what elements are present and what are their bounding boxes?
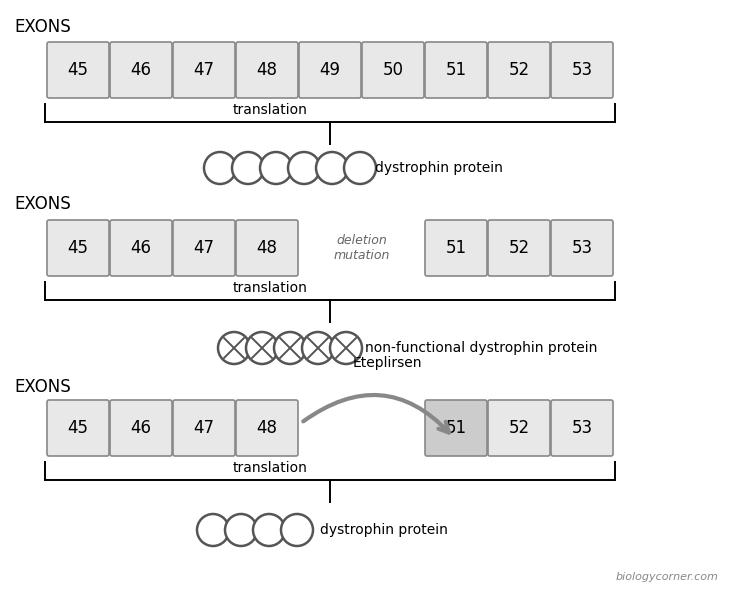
Text: 48: 48 [256,61,277,79]
Text: 45: 45 [67,61,89,79]
Text: biologycorner.com: biologycorner.com [615,572,718,582]
Text: 47: 47 [193,61,214,79]
Text: 46: 46 [130,239,152,257]
Text: 53: 53 [572,61,593,79]
FancyBboxPatch shape [299,42,361,98]
FancyBboxPatch shape [425,400,487,456]
FancyBboxPatch shape [110,42,172,98]
Text: translation: translation [233,103,307,117]
Text: 47: 47 [193,419,214,437]
Text: 45: 45 [67,239,89,257]
Text: dystrophin protein: dystrophin protein [320,523,448,537]
Circle shape [260,152,292,184]
Text: 48: 48 [256,419,277,437]
FancyBboxPatch shape [488,42,550,98]
Circle shape [274,332,306,364]
Text: 48: 48 [256,239,277,257]
FancyBboxPatch shape [236,220,298,276]
Text: 50: 50 [383,61,403,79]
Circle shape [225,514,257,546]
Circle shape [246,332,278,364]
FancyBboxPatch shape [173,220,235,276]
Circle shape [288,152,320,184]
FancyBboxPatch shape [425,42,487,98]
Text: EXONS: EXONS [14,378,71,396]
Text: 52: 52 [509,61,529,79]
Circle shape [302,332,334,364]
Circle shape [197,514,229,546]
FancyBboxPatch shape [425,220,487,276]
Text: 47: 47 [193,239,214,257]
Text: 51: 51 [446,239,466,257]
FancyBboxPatch shape [236,400,298,456]
Text: deletion
mutation: deletion mutation [333,234,389,262]
Text: 51: 51 [446,61,466,79]
Text: 51: 51 [446,419,466,437]
Text: 46: 46 [130,61,152,79]
FancyBboxPatch shape [551,400,613,456]
Circle shape [218,332,250,364]
FancyBboxPatch shape [173,400,235,456]
FancyBboxPatch shape [110,220,172,276]
FancyBboxPatch shape [173,42,235,98]
Text: EXONS: EXONS [14,195,71,213]
Text: 46: 46 [130,419,152,437]
Circle shape [316,152,348,184]
Text: non-functional dystrophin protein: non-functional dystrophin protein [365,341,597,355]
Circle shape [344,152,376,184]
Text: 53: 53 [572,239,593,257]
Circle shape [253,514,285,546]
FancyBboxPatch shape [362,42,424,98]
Text: 53: 53 [572,419,593,437]
FancyBboxPatch shape [47,220,109,276]
FancyBboxPatch shape [551,42,613,98]
FancyBboxPatch shape [110,400,172,456]
Text: 52: 52 [509,239,529,257]
Circle shape [281,514,313,546]
FancyBboxPatch shape [47,400,109,456]
Circle shape [330,332,362,364]
FancyBboxPatch shape [551,220,613,276]
FancyBboxPatch shape [488,220,550,276]
Text: 52: 52 [509,419,529,437]
Text: dystrophin protein: dystrophin protein [375,161,503,175]
Text: 45: 45 [67,419,89,437]
Text: translation: translation [233,281,307,295]
Text: translation: translation [233,461,307,475]
Circle shape [204,152,236,184]
FancyBboxPatch shape [236,42,298,98]
Text: EXONS: EXONS [14,18,71,36]
Text: 49: 49 [319,61,340,79]
Text: Eteplirsen: Eteplirsen [353,356,422,370]
Circle shape [232,152,264,184]
FancyBboxPatch shape [488,400,550,456]
FancyBboxPatch shape [47,42,109,98]
